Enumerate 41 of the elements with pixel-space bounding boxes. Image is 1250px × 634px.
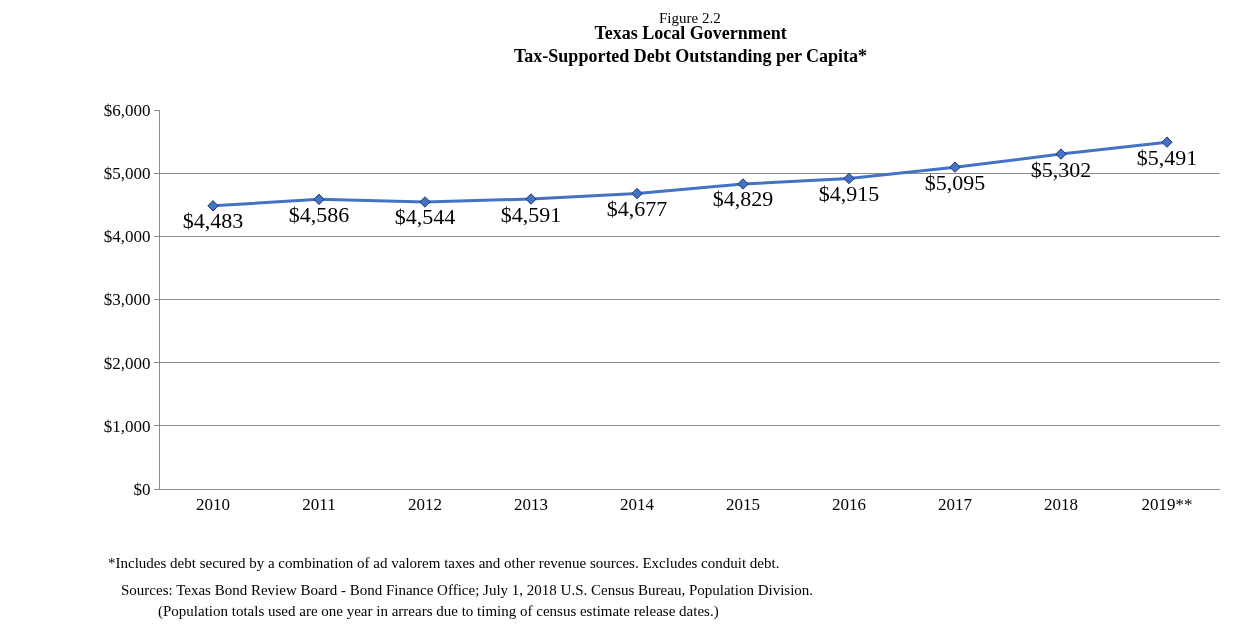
text: $4,483	[182, 208, 244, 234]
text: (Population totals used are one year in arrears due to timing of census estimate release dates.)	[158, 603, 719, 620]
x-tick-label: 2018	[1044, 495, 1078, 515]
x-tick-label: 2014	[620, 495, 655, 515]
point	[843, 172, 855, 185]
y-tick-label: $4,000	[103, 227, 151, 247]
x-tick-label: 2019**	[1141, 495, 1193, 515]
point	[1055, 148, 1067, 160]
text: $4,829	[712, 186, 774, 212]
point	[737, 178, 749, 190]
chart-subtitle: Figure 2.2	[659, 10, 721, 26]
text: *Includes debt secured by a combination of ad valorem taxes and other revenue sources. Excludes conduit debt.	[108, 555, 780, 571]
y-tick-label: $3,000	[103, 290, 151, 310]
source-note: Sources: Texas Bond Review Board - Bond Finance Office; July 1, 2018 U.S. Census Bureau, Population Division.	[121, 582, 814, 598]
x-tick-label: 2017	[938, 495, 973, 515]
y-tick-label: $1,000	[103, 416, 151, 436]
text: $4,544	[394, 204, 456, 230]
x-tick-label: 2012	[408, 495, 442, 515]
text: $4,677	[606, 196, 668, 222]
x-tick-label: 2016	[832, 495, 866, 515]
point	[419, 196, 431, 208]
point	[1161, 136, 1173, 148]
y-tick-label: $5,000	[103, 164, 151, 184]
x-tick-label: 2015	[726, 495, 760, 515]
x-tick-label: 2013	[514, 495, 548, 515]
point	[207, 200, 219, 212]
y-tick-label: $0	[133, 479, 151, 499]
point	[631, 187, 643, 200]
text: $5,491	[1136, 144, 1198, 170]
text: $4,586	[288, 201, 350, 227]
point	[525, 193, 537, 205]
point	[313, 193, 325, 206]
point	[949, 161, 961, 173]
y-tick-label: $2,000	[103, 353, 151, 373]
text: $4,915	[818, 181, 880, 207]
text: $5,302	[1030, 156, 1092, 182]
x-tick-label: 2010	[196, 495, 230, 515]
x-tick-label: 2011	[302, 495, 336, 515]
text: $4,591	[500, 201, 562, 227]
y-tick-label: $6,000	[103, 100, 151, 120]
text: $5,095	[924, 169, 986, 195]
